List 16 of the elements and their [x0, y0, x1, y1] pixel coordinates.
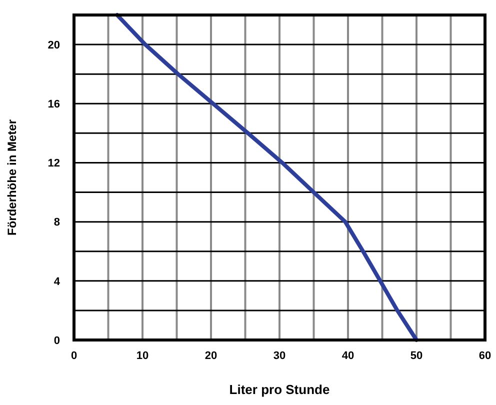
x-tick-label: 10	[136, 350, 149, 362]
x-tick-label: 40	[342, 350, 354, 362]
y-tick-label: 0	[54, 334, 60, 347]
x-tick-label: 20	[204, 350, 218, 362]
y-tick-label: 4	[54, 276, 61, 288]
y-axis-title: Förderhöhe in Meter	[5, 119, 19, 236]
y-tick-label: 12	[48, 158, 60, 170]
y-tick-label: 16	[48, 98, 60, 110]
y-tick-label: 8	[54, 216, 60, 229]
x-axis-title: Liter pro Stunde	[229, 382, 330, 397]
x-tick-label: 0	[70, 350, 78, 362]
x-tick-label: 60	[478, 350, 492, 362]
x-tick-label: 30	[273, 350, 286, 362]
x-tick-label: 50	[410, 350, 423, 362]
line-series	[115, 13, 418, 342]
y-tick-label: 20	[48, 39, 60, 52]
